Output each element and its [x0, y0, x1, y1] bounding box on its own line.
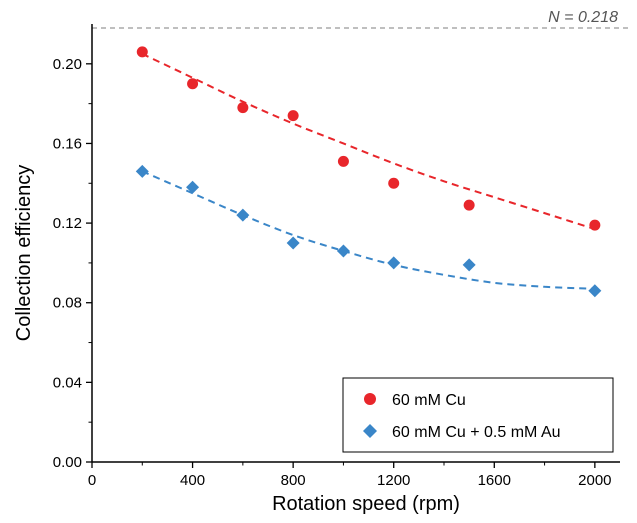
y-tick-label: 0.04	[53, 374, 82, 391]
x-tick-label: 400	[180, 472, 205, 489]
data-point-series-2	[135, 164, 149, 178]
x-tick-label: 1600	[478, 472, 511, 489]
legend-marker-series-1	[364, 393, 376, 405]
reference-line-group: N = 0.218	[92, 9, 632, 29]
data-point-series-1	[388, 177, 400, 189]
y-tick-label: 0.12	[53, 215, 82, 232]
legend-label-series-1: 60 mM Cu	[392, 392, 466, 409]
y-tick-label: 0.20	[53, 56, 82, 73]
data-point-series-1	[287, 110, 299, 122]
fit-lines	[141, 52, 596, 290]
data-markers	[135, 46, 602, 298]
y-tick-label: 0.08	[53, 295, 82, 312]
y-tick-label: 0.00	[53, 454, 82, 471]
legend-marker-series-2	[363, 424, 377, 438]
legend: 60 mM Cu 60 mM Cu + 0.5 mM Au	[342, 377, 614, 453]
x-tick-label: 0	[88, 472, 96, 489]
data-point-series-1	[237, 102, 249, 114]
data-point-series-1	[187, 78, 199, 90]
data-point-series-2	[286, 236, 300, 250]
data-point-series-2	[336, 244, 350, 258]
data-point-series-2	[387, 256, 401, 270]
data-point-series-1	[463, 199, 475, 211]
data-point-series-1	[589, 219, 601, 231]
fit-line-series-2	[141, 170, 595, 290]
x-tick-label: 1200	[377, 472, 410, 489]
y-tick-label: 0.16	[53, 135, 82, 152]
y-axis-title: Collection efficiency	[13, 165, 35, 341]
x-tick-label: 2000	[578, 472, 611, 489]
x-axis-title: Rotation speed (rpm)	[272, 493, 460, 515]
data-point-series-2	[236, 208, 250, 222]
legend-label-series-2: 60 mM Cu + 0.5 mM Au	[392, 424, 561, 441]
x-tick-label: 800	[281, 472, 306, 489]
data-point-series-2	[588, 284, 602, 298]
data-point-series-2	[462, 258, 476, 272]
fit-line-series-1	[141, 52, 596, 231]
legend-box	[342, 377, 614, 453]
axes: 0 400 800 1200 1600 2000 0.00 0.04 0.08 0.12 0.16 0…	[13, 24, 620, 515]
data-point-series-1	[337, 155, 349, 167]
data-point-series-2	[186, 180, 200, 194]
data-point-series-1	[136, 46, 148, 58]
reference-line-label: N = 0.218	[548, 9, 618, 26]
